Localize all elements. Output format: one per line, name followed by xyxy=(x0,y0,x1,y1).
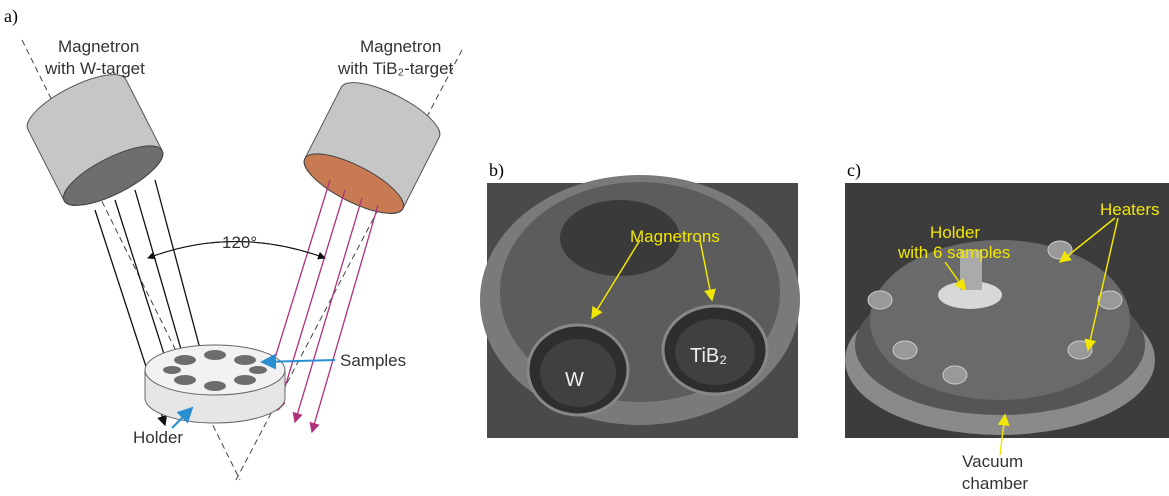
magnetron-w xyxy=(20,63,171,216)
panel-c: c) Heaters Holder with 6 samples Vacuum … xyxy=(845,160,1169,493)
samples-label: Samples xyxy=(340,351,406,370)
panel-label: a) xyxy=(4,6,18,27)
figure: a) 120° xyxy=(0,0,1169,496)
tib2-label: TiB₂ xyxy=(690,345,727,367)
magnetron-w-label: Magnetron with W-target xyxy=(44,37,145,78)
magnetrons-label: Magnetrons xyxy=(630,227,720,246)
panel-label: c) xyxy=(847,160,861,181)
panel-a: a) 120° xyxy=(4,6,462,480)
holder xyxy=(145,345,285,423)
panel-label: b) xyxy=(489,160,504,181)
magnetron-tib2 xyxy=(297,71,448,224)
panel-b: b) Magnetrons W TiB₂ xyxy=(480,160,800,438)
vacuum-chamber-label: Vacuum chamber xyxy=(962,452,1028,493)
w-label: W xyxy=(565,369,584,391)
heaters-label: Heaters xyxy=(1100,200,1160,219)
angle-label: 120° xyxy=(222,233,257,252)
magnetron-tib2-label: Magnetron with TiB₂-target xyxy=(337,37,454,78)
holder-label: Holder xyxy=(133,428,183,447)
